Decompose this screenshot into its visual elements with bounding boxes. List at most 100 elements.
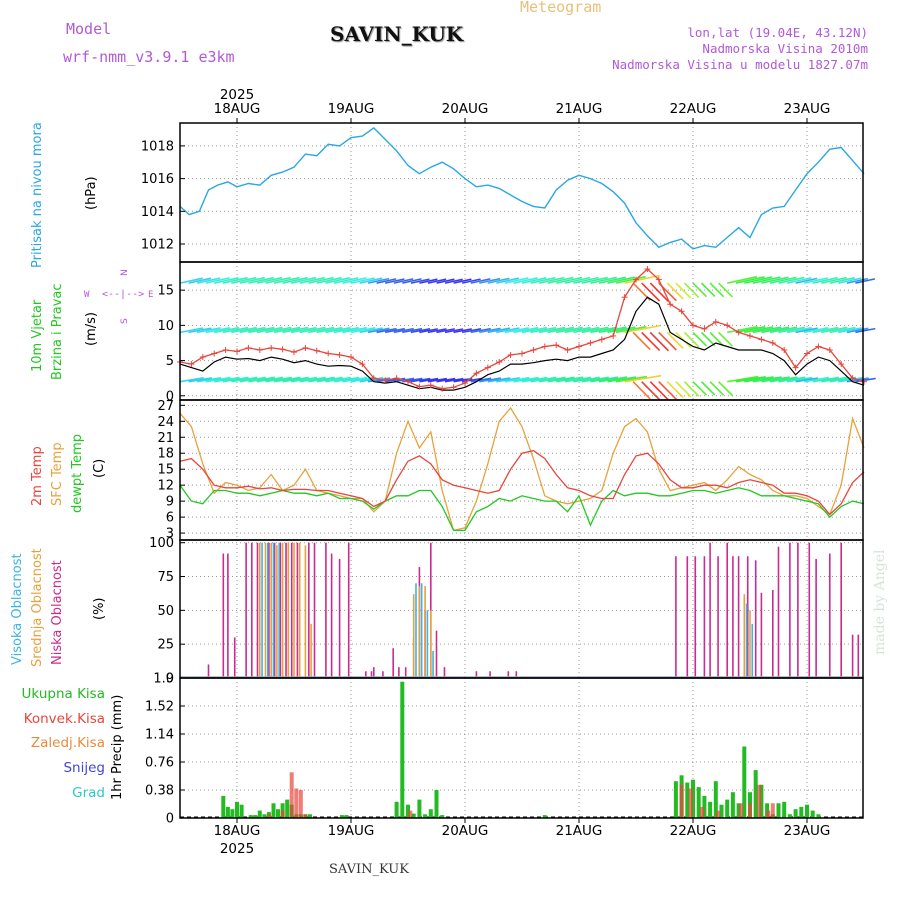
wind-arrow: [812, 276, 838, 284]
wind-arrow: [419, 278, 438, 284]
wind-arrow: [239, 276, 265, 284]
precip-conv-bar: [303, 814, 308, 818]
wind-arrow: [410, 278, 430, 284]
wind-arrow: [607, 276, 636, 284]
wind-arrow: [299, 276, 325, 284]
precip-total-bar: [257, 810, 262, 818]
model-label: Model: [66, 20, 112, 38]
dewpt-temp-line: [179, 484, 865, 532]
wind-arrow: [248, 326, 275, 334]
precip-conv-bar: [748, 803, 752, 818]
wind-arrow: [607, 326, 636, 334]
wind-arrow: [581, 376, 609, 383]
precip-conv-bar: [266, 814, 271, 818]
wind-arrow: [487, 277, 510, 284]
wind-arrow: [308, 326, 335, 334]
y-tick-label: 12: [157, 479, 174, 494]
y-tick-label: 75: [157, 570, 174, 585]
y-tick-label: 18: [157, 447, 174, 462]
wind-arrow: [436, 278, 455, 284]
precip-total-bar: [685, 782, 690, 818]
wind-arrow: [666, 331, 684, 349]
wind-arrow: [795, 377, 819, 383]
compass-arrows-icon: <--|-->: [102, 289, 145, 300]
wind-arrow: [700, 381, 716, 396]
wind-arrow: [829, 326, 856, 334]
precip-total-bar: [308, 814, 312, 818]
wind-arrow: [692, 381, 708, 396]
precip-total-bar: [742, 746, 747, 818]
wind-arrow: [769, 376, 798, 383]
wind-arrow: [393, 278, 414, 284]
wind-arrow: [846, 277, 868, 284]
precip-conv-bar: [294, 788, 299, 818]
precip-legend-snow: Snijeg: [63, 760, 105, 776]
wind-arrow: [325, 277, 350, 284]
wind-arrow: [795, 327, 818, 334]
wind-arrow: [538, 376, 566, 383]
wind-arrow: [333, 326, 359, 334]
wind-arrow: [615, 325, 647, 334]
wind-arrow: [641, 331, 661, 351]
wind-arrow: [179, 377, 204, 383]
wind-arrow: [444, 278, 463, 284]
wind-arrow: [359, 277, 383, 284]
wind-arrow: [675, 282, 692, 299]
wind-arrow: [598, 376, 628, 383]
wind-arrow: [513, 277, 538, 284]
wind-arrow: [727, 325, 758, 334]
wind-arrow: [564, 326, 591, 334]
wind-arrows-layer: [179, 274, 876, 401]
wind-arrow: [316, 326, 343, 334]
wind-arrow: [692, 282, 708, 298]
wind-arrow: [838, 277, 862, 284]
wind-arrow: [598, 326, 627, 334]
wind-arrow: [513, 376, 539, 383]
wind-arrow: [427, 328, 447, 334]
wind-arrow: [641, 282, 661, 302]
wind-arrow: [683, 282, 700, 299]
wind-arrow: [248, 276, 274, 284]
precip-total-bar: [776, 803, 781, 818]
wind-arrow: [256, 276, 283, 284]
wind-arrow: [350, 277, 375, 284]
wind-arrow: [479, 277, 501, 284]
wind-arrow: [855, 327, 876, 334]
precip-total-bar: [239, 804, 244, 818]
y-tick-label: 1.9: [153, 672, 174, 687]
wind-arrow: [436, 377, 456, 383]
precip-conv-bar: [289, 772, 294, 818]
wind-arrow: [282, 326, 309, 334]
wind-arrow: [530, 326, 557, 334]
year-label-top: 2025: [220, 87, 254, 103]
wind-arrow: [496, 377, 520, 383]
wind-arrow: [556, 326, 583, 334]
precip-total-bar: [276, 809, 280, 818]
precip-total-bar: [285, 799, 290, 818]
wind-arrow: [461, 328, 482, 334]
wind-arrow: [402, 327, 423, 334]
wind-arrow: [744, 326, 774, 334]
wind-arrow: [556, 376, 584, 383]
precip-total-bar: [417, 799, 422, 818]
wind-arrow: [744, 276, 773, 284]
wind-arrow: [436, 328, 455, 334]
wind-arrow: [769, 276, 797, 284]
y-tick-label: 0: [166, 672, 174, 687]
pressure-line: [179, 126, 865, 250]
wind-arrow: [692, 331, 708, 347]
wind-speed-line: [179, 296, 865, 391]
wind-arrow: [573, 376, 600, 383]
y-tick-label: 3: [166, 527, 174, 542]
wind-arrow: [761, 326, 790, 334]
y-tick-label: 100: [149, 536, 174, 551]
wind-arrow: [479, 377, 502, 383]
wind-arrow: [538, 276, 565, 284]
wind-arrow: [744, 376, 774, 383]
wind-arrow: [470, 278, 491, 284]
wind-arrow: [649, 331, 669, 352]
wind-arrow: [778, 276, 805, 284]
wind-arrow: [290, 326, 317, 334]
wind-arrow: [581, 326, 609, 334]
